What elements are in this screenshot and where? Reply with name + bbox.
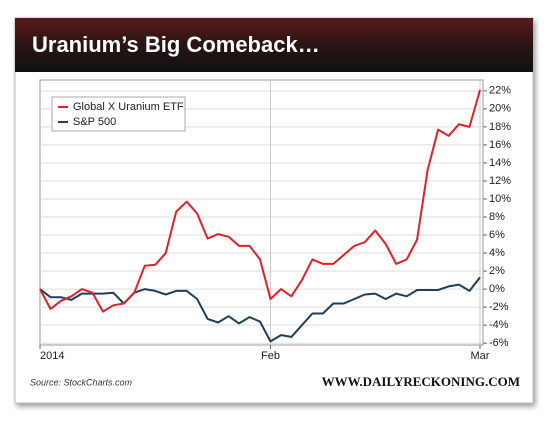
legend-box — [51, 96, 186, 132]
y-tick-label: 2% — [489, 265, 505, 277]
y-tick-label: -2% — [489, 301, 509, 313]
title-bar — [15, 18, 533, 72]
y-tick-label: 16% — [489, 139, 511, 151]
y-tick-label: 4% — [489, 247, 505, 259]
y-tick-label: -6% — [489, 337, 509, 349]
y-tick-label: 0% — [489, 283, 505, 295]
y-tick-label: 8% — [489, 211, 505, 223]
legend-label: Global X Uranium ETF — [73, 101, 184, 113]
y-tick-label: 6% — [489, 229, 505, 241]
chart-title: Uranium’s Big Comeback… — [32, 32, 320, 57]
y-tick-label: -4% — [489, 319, 509, 331]
legend-label: S&P 500 — [73, 116, 116, 128]
x-tick-label: 2014 — [40, 350, 64, 362]
y-tick-label: 18% — [489, 121, 511, 133]
series-line — [39, 89, 481, 313]
x-tick-label: Feb — [261, 350, 280, 362]
x-tick-label: Mar — [471, 350, 490, 362]
y-tick-label: 12% — [489, 175, 511, 187]
series-line — [39, 276, 481, 343]
y-tick-label: 22% — [489, 85, 511, 97]
source: Source: StockCharts.com — [30, 377, 133, 387]
y-tick-label: 10% — [489, 193, 511, 205]
plot-area — [39, 79, 484, 346]
y-tick-label: 14% — [489, 157, 511, 169]
y-tick-label: 20% — [489, 103, 511, 115]
credit: WWW.DAILYRECKONING.COM — [322, 374, 520, 389]
